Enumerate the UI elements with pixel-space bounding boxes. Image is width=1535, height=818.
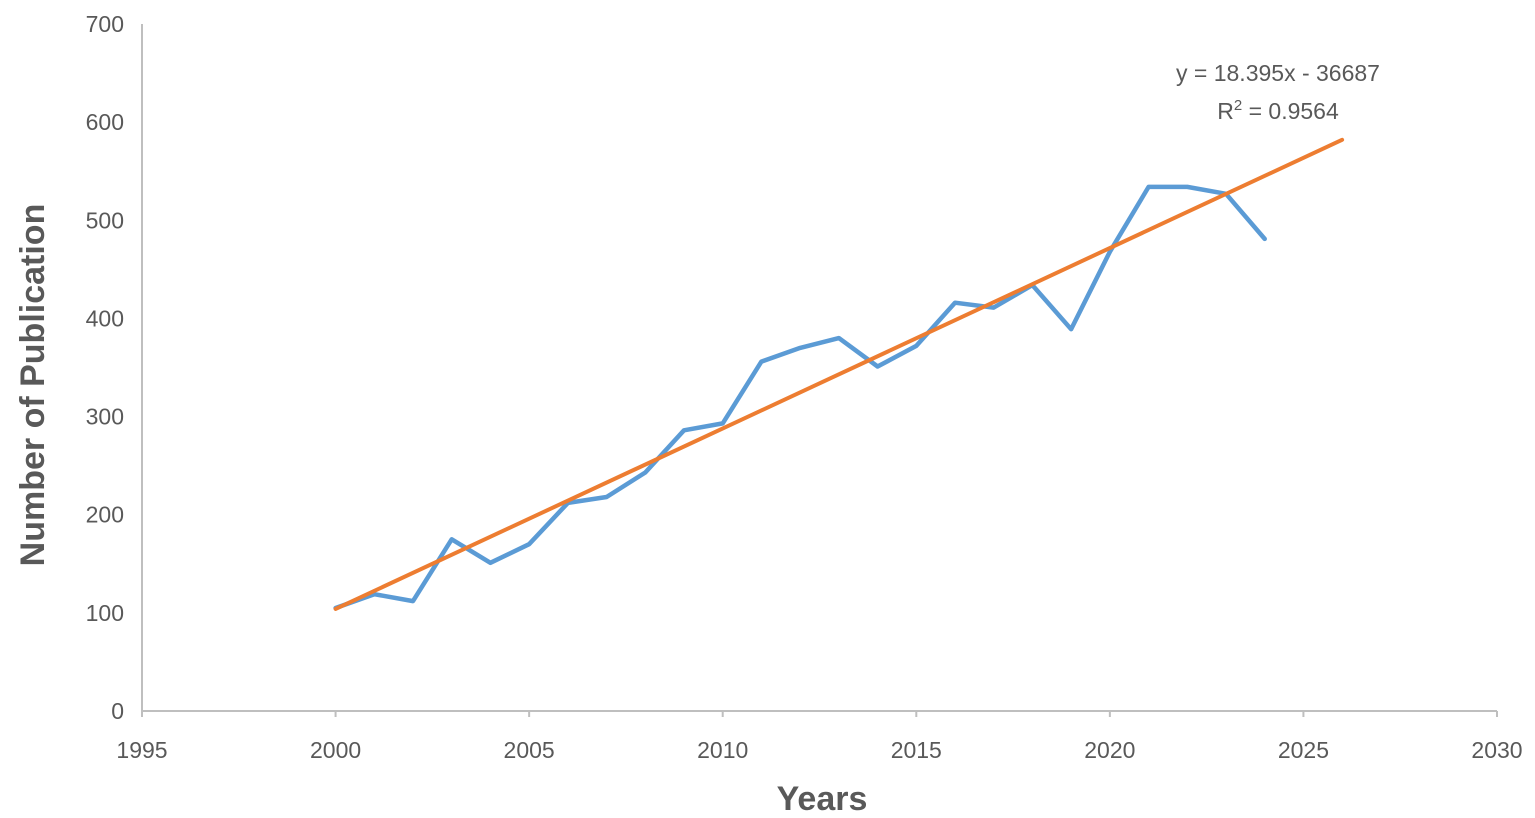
x-tick-label: 2025: [1278, 737, 1329, 763]
y-tick-label: 100: [86, 600, 124, 626]
trendline: [333, 137, 1345, 611]
y-tick-label: 700: [86, 11, 124, 37]
y-tick-label: 0: [111, 698, 124, 724]
x-tick-label: 2010: [697, 737, 748, 763]
x-tick-label: 2015: [891, 737, 942, 763]
x-tick-label: 1995: [116, 737, 167, 763]
x-tick-label: 2005: [504, 737, 555, 763]
r-squared-value: = 0.9564: [1242, 98, 1339, 124]
r-squared-superscript: 2: [1234, 97, 1242, 114]
axes: [141, 24, 1497, 712]
r-squared-label: R2 = 0.9564: [1217, 97, 1339, 124]
y-tick-labels: 0 100 200 300 400 500 600 700: [86, 11, 124, 724]
x-tick-label: 2030: [1471, 737, 1522, 763]
y-axis-title: Number of Publication: [14, 204, 52, 567]
y-tick-label: 300: [86, 404, 124, 430]
y-tick-label: 600: [86, 109, 124, 135]
y-tick-label: 400: [86, 305, 124, 331]
y-tick-label: 200: [86, 502, 124, 528]
x-axis-title: Years: [777, 780, 868, 818]
series: [333, 137, 1345, 611]
y-tick-label: 500: [86, 207, 124, 233]
x-tick-labels: 1995 2000 2005 2010 2015 2020 2025 2030: [116, 711, 1523, 763]
x-tick-label: 2000: [310, 737, 361, 763]
r-squared-symbol: R: [1217, 98, 1234, 124]
trendline-equation: y = 18.395x - 36687: [1176, 60, 1380, 86]
x-tick-label: 2020: [1084, 737, 1135, 763]
